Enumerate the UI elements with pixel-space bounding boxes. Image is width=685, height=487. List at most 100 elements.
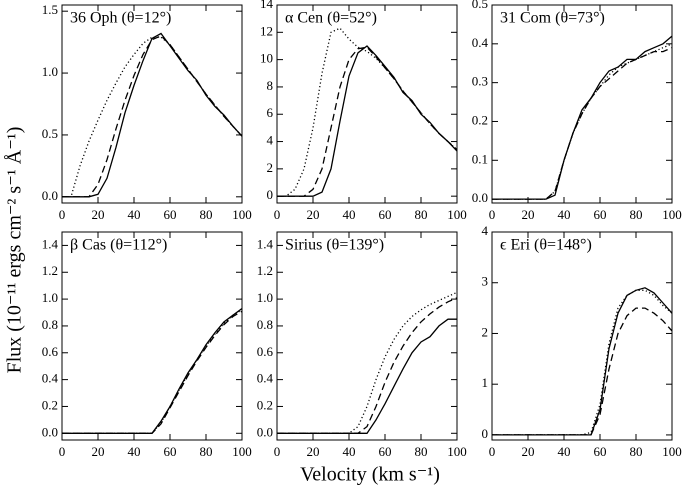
- plot-frame: [491, 231, 673, 441]
- x-tick-label: 40: [558, 444, 571, 459]
- y-tick-label: 0: [482, 426, 489, 441]
- y-tick-label: 0.4: [257, 371, 274, 386]
- series-line: [62, 307, 243, 434]
- y-tick-label: 2: [267, 160, 274, 175]
- x-tick-label: 100: [662, 207, 682, 222]
- x-tick-label: 20: [92, 444, 105, 459]
- x-axis-label: Velocity (km s⁻¹): [300, 464, 440, 486]
- y-tick-label: 3: [482, 274, 489, 289]
- panel-title: Sirius (θ=139°): [285, 237, 384, 254]
- series-line: [492, 289, 673, 436]
- y-tick-label: 1.4: [257, 236, 274, 251]
- y-tick-label: 0.8: [42, 317, 58, 332]
- y-tick-label: 0.5: [42, 126, 58, 141]
- x-tick-label: 80: [415, 444, 428, 459]
- series-line: [492, 287, 673, 436]
- plot-frame: [61, 4, 243, 204]
- panel-title: 36 Oph (θ=12°): [70, 10, 171, 27]
- y-tick-label: 8: [267, 78, 274, 93]
- y-tick-label: 1.2: [42, 263, 58, 278]
- y-tick-label: 1.0: [42, 290, 58, 305]
- series-line: [492, 307, 673, 436]
- x-tick-label: 0: [489, 444, 496, 459]
- y-tick-label: 1.5: [42, 2, 58, 17]
- plot-frame: [276, 4, 458, 204]
- series-line: [277, 27, 458, 197]
- panel-title: 31 Com (θ=73°): [500, 10, 605, 27]
- x-tick-label: 60: [164, 444, 177, 459]
- series-line: [62, 309, 243, 434]
- panel-title: ϵ Eri (θ=148°): [500, 237, 592, 254]
- x-tick-label: 60: [164, 207, 177, 222]
- panel-title: α Cen (θ=52°): [285, 10, 377, 27]
- x-tick-label: 80: [630, 207, 643, 222]
- y-tick-label: 4: [482, 223, 489, 238]
- y-tick-label: 0.3: [472, 74, 488, 89]
- y-tick-label: 6: [267, 105, 274, 120]
- x-tick-label: 0: [489, 207, 496, 222]
- series-line: [277, 45, 458, 197]
- x-tick-label: 60: [379, 207, 392, 222]
- y-tick-label: 0.0: [42, 188, 58, 203]
- x-tick-label: 60: [594, 207, 607, 222]
- x-tick-label: 0: [274, 444, 281, 459]
- x-tick-label: 20: [307, 444, 320, 459]
- x-tick-label: 40: [128, 207, 141, 222]
- panel-title: β Cas (θ=112°): [70, 237, 167, 254]
- series-line: [492, 35, 673, 200]
- y-axis-label: Flux (10⁻¹¹ ergs cm⁻² s⁻¹ Å⁻¹): [4, 127, 26, 374]
- x-tick-label: 20: [522, 444, 535, 459]
- y-tick-label: 0.0: [257, 424, 273, 439]
- x-tick-label: 100: [232, 207, 252, 222]
- y-tick-label: 0.6: [257, 344, 274, 359]
- x-tick-label: 40: [343, 444, 356, 459]
- series-line: [62, 32, 243, 198]
- y-tick-label: 1.4: [42, 236, 59, 251]
- plot-frame: [61, 231, 243, 441]
- x-tick-label: 20: [92, 207, 105, 222]
- y-tick-label: 0.4: [472, 35, 489, 50]
- series-line: [277, 297, 458, 434]
- series-line: [492, 47, 673, 200]
- x-tick-label: 20: [522, 207, 535, 222]
- y-tick-label: 0.6: [42, 344, 59, 359]
- series-line: [277, 318, 457, 434]
- y-tick-label: 0.2: [42, 397, 58, 412]
- plot-frame: [491, 4, 673, 204]
- y-tick-label: 0.2: [472, 112, 488, 127]
- y-tick-label: 0.2: [257, 397, 273, 412]
- x-tick-label: 100: [447, 207, 467, 222]
- x-tick-label: 80: [415, 207, 428, 222]
- y-tick-label: 1.0: [257, 290, 273, 305]
- x-tick-label: 0: [59, 444, 66, 459]
- y-tick-label: 1.2: [257, 263, 273, 278]
- series-line: [62, 36, 243, 198]
- x-tick-label: 40: [128, 444, 141, 459]
- y-tick-label: 4: [267, 133, 274, 148]
- plot-frame: [276, 231, 458, 441]
- y-tick-label: 0.0: [472, 190, 488, 205]
- y-tick-label: 14: [260, 0, 274, 11]
- x-tick-label: 40: [343, 207, 356, 222]
- y-tick-label: 12: [260, 23, 273, 38]
- x-tick-label: 20: [307, 207, 320, 222]
- y-tick-label: 0: [267, 187, 274, 202]
- x-tick-label: 60: [594, 444, 607, 459]
- y-tick-label: 10: [260, 51, 273, 66]
- y-tick-label: 0.1: [472, 151, 488, 166]
- x-tick-label: 0: [274, 207, 281, 222]
- x-tick-label: 60: [379, 444, 392, 459]
- series-line: [62, 35, 243, 198]
- y-tick-label: 0.0: [42, 424, 58, 439]
- x-tick-label: 0: [59, 207, 66, 222]
- y-tick-label: 0.5: [472, 0, 488, 11]
- y-tick-label: 1.0: [42, 64, 58, 79]
- y-tick-label: 0.4: [42, 371, 59, 386]
- x-tick-label: 100: [447, 444, 467, 459]
- x-tick-label: 100: [662, 444, 682, 459]
- x-tick-label: 80: [630, 444, 643, 459]
- series-line: [492, 43, 673, 200]
- y-tick-label: 1: [482, 375, 489, 390]
